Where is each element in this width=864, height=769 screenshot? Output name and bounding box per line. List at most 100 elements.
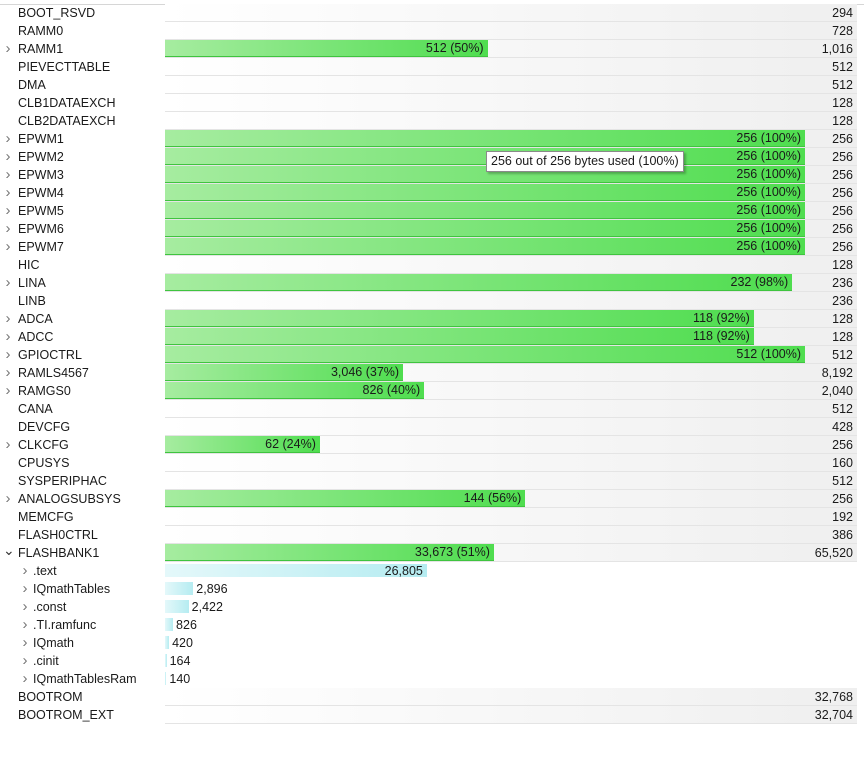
tree-row[interactable]: › CLKCFG 256 62 (24%) xyxy=(0,436,864,454)
section-name: IQmath xyxy=(33,636,74,650)
chevron-right-icon[interactable]: › xyxy=(22,562,28,579)
usage-label: 62 (24%) xyxy=(265,437,316,451)
region-total: 386 xyxy=(832,528,853,542)
chevron-right-icon[interactable]: › xyxy=(5,166,11,183)
chevron-right-icon[interactable]: › xyxy=(5,148,11,165)
tree-row[interactable]: › EPWM2 256 256 (100%) xyxy=(0,148,864,166)
usage-cell: 128 xyxy=(165,94,857,112)
usage-label: 144 (56%) xyxy=(463,491,522,505)
chevron-right-icon[interactable]: › xyxy=(22,598,28,615)
tree-row[interactable]: CLB2DATAEXCH 128 xyxy=(0,112,864,130)
tree-row[interactable]: SYSPERIPHAC 512 xyxy=(0,472,864,490)
chevron-down-icon[interactable]: ⌄ xyxy=(3,542,15,558)
region-total: 192 xyxy=(832,510,853,524)
tree-row[interactable]: › EPWM5 256 256 (100%) xyxy=(0,202,864,220)
chevron-right-icon[interactable]: › xyxy=(5,490,11,507)
tree-row[interactable]: LINB 236 xyxy=(0,292,864,310)
tree-row-child[interactable]: › .TI.ramfunc 826 xyxy=(0,616,864,634)
tree-row[interactable]: DMA 512 xyxy=(0,76,864,94)
region-total: 32,768 xyxy=(814,690,853,704)
tree-row[interactable]: › RAMLS4567 8,192 3,046 (37%) xyxy=(0,364,864,382)
section-bar xyxy=(165,564,427,577)
region-name: GPIOCTRL xyxy=(18,348,82,362)
region-total: 428 xyxy=(832,420,853,434)
chevron-right-icon[interactable]: › xyxy=(5,220,11,237)
tree-row[interactable]: DEVCFG 428 xyxy=(0,418,864,436)
chevron-right-icon[interactable]: › xyxy=(22,652,28,669)
chevron-right-icon[interactable]: › xyxy=(5,436,11,453)
usage-label: 118 (92%) xyxy=(693,329,750,343)
section-bar xyxy=(165,618,174,631)
usage-label: 256 (100%) xyxy=(736,221,801,235)
usage-cell: 512 xyxy=(165,472,857,490)
section-name: .cinit xyxy=(33,654,59,668)
usage-bar: 62 (24%) xyxy=(165,436,320,453)
tree-row[interactable]: BOOT_RSVD 294 xyxy=(0,4,864,22)
region-name: LINA xyxy=(18,276,46,290)
region-total: 236 xyxy=(832,294,853,308)
tree-row[interactable]: › LINA 236 232 (98%) xyxy=(0,274,864,292)
tree-row[interactable]: › ADCC 128 118 (92%) xyxy=(0,328,864,346)
chevron-right-icon[interactable]: › xyxy=(5,310,11,327)
tree-row[interactable]: › RAMGS0 2,040 826 (40%) xyxy=(0,382,864,400)
tree-row-child[interactable]: › .text 26,805 xyxy=(0,562,864,580)
tree-row-child[interactable]: › IQmathTablesRam 140 xyxy=(0,670,864,688)
usage-label: 33,673 (51%) xyxy=(414,545,490,559)
usage-label: 256 (100%) xyxy=(736,131,801,145)
chevron-right-icon[interactable]: › xyxy=(22,616,28,633)
usage-cell: 512 xyxy=(165,400,857,418)
tree-row[interactable]: › EPWM6 256 256 (100%) xyxy=(0,220,864,238)
section-bar xyxy=(165,654,167,667)
chevron-right-icon[interactable]: › xyxy=(22,580,28,597)
usage-label: 826 (40%) xyxy=(362,383,421,397)
tree-row-child[interactable]: › IQmath 420 xyxy=(0,634,864,652)
tree-row[interactable]: MEMCFG 192 xyxy=(0,508,864,526)
tree-row-child[interactable]: › IQmathTables 2,896 xyxy=(0,580,864,598)
tree-row[interactable]: › GPIOCTRL 512 512 (100%) xyxy=(0,346,864,364)
tree-row[interactable]: CPUSYS 160 xyxy=(0,454,864,472)
tree-row[interactable]: FLASH0CTRL 386 xyxy=(0,526,864,544)
chevron-right-icon[interactable]: › xyxy=(22,634,28,651)
tree-row[interactable]: › ADCA 128 118 (92%) xyxy=(0,310,864,328)
chevron-right-icon[interactable]: › xyxy=(5,40,11,57)
chevron-right-icon[interactable]: › xyxy=(5,238,11,255)
usage-cell: 294 xyxy=(165,4,857,22)
region-total: 1,016 xyxy=(821,42,853,56)
tree-row-child[interactable]: › .cinit 164 xyxy=(0,652,864,670)
tree-row[interactable]: › EPWM7 256 256 (100%) xyxy=(0,238,864,256)
chevron-right-icon[interactable]: › xyxy=(22,670,28,687)
tree-row[interactable]: ⌄ FLASHBANK1 65,520 33,673 (51%) xyxy=(0,542,864,562)
tree-row[interactable]: RAMM0 728 xyxy=(0,22,864,40)
chevron-right-icon[interactable]: › xyxy=(5,202,11,219)
usage-bar: 256 (100%) xyxy=(165,220,805,237)
region-name: DEVCFG xyxy=(18,420,71,434)
usage-bar: 826 (40%) xyxy=(165,382,425,399)
tree-row[interactable]: › EPWM4 256 256 (100%) xyxy=(0,184,864,202)
region-total: 512 xyxy=(832,348,853,362)
region-name: FLASHBANK1 xyxy=(18,546,100,560)
chevron-right-icon[interactable]: › xyxy=(5,274,11,291)
tree-row[interactable]: › RAMM1 1,016 512 (50%) xyxy=(0,40,864,58)
usage-bar: 256 (100%) xyxy=(165,130,805,147)
region-name: EPWM6 xyxy=(18,222,64,236)
tree-row[interactable]: CLB1DATAEXCH 128 xyxy=(0,94,864,112)
chevron-right-icon[interactable]: › xyxy=(5,184,11,201)
region-name: BOOTROM_EXT xyxy=(18,708,114,722)
chevron-right-icon[interactable]: › xyxy=(5,130,11,147)
chevron-right-icon[interactable]: › xyxy=(5,328,11,345)
chevron-right-icon[interactable]: › xyxy=(5,364,11,381)
tree-row[interactable]: BOOTROM 32,768 xyxy=(0,688,864,706)
region-name: ADCC xyxy=(18,330,54,344)
tree-row-child[interactable]: › .const 2,422 xyxy=(0,598,864,616)
chevron-right-icon[interactable]: › xyxy=(5,346,11,363)
tree-row[interactable]: › EPWM1 256 256 (100%) xyxy=(0,130,864,148)
chevron-right-icon[interactable]: › xyxy=(5,382,11,399)
tree-row[interactable]: › ANALOGSUBSYS 256 144 (56%) xyxy=(0,490,864,508)
tree-row[interactable]: › EPWM3 256 256 (100%) xyxy=(0,166,864,184)
tree-row[interactable]: PIEVECTTABLE 512 xyxy=(0,58,864,76)
tree-row[interactable]: HIC 128 xyxy=(0,256,864,274)
tree-row[interactable]: CANA 512 xyxy=(0,400,864,418)
region-total: 256 xyxy=(832,492,853,506)
section-cell xyxy=(165,634,857,651)
tree-row[interactable]: BOOTROM_EXT 32,704 xyxy=(0,706,864,724)
